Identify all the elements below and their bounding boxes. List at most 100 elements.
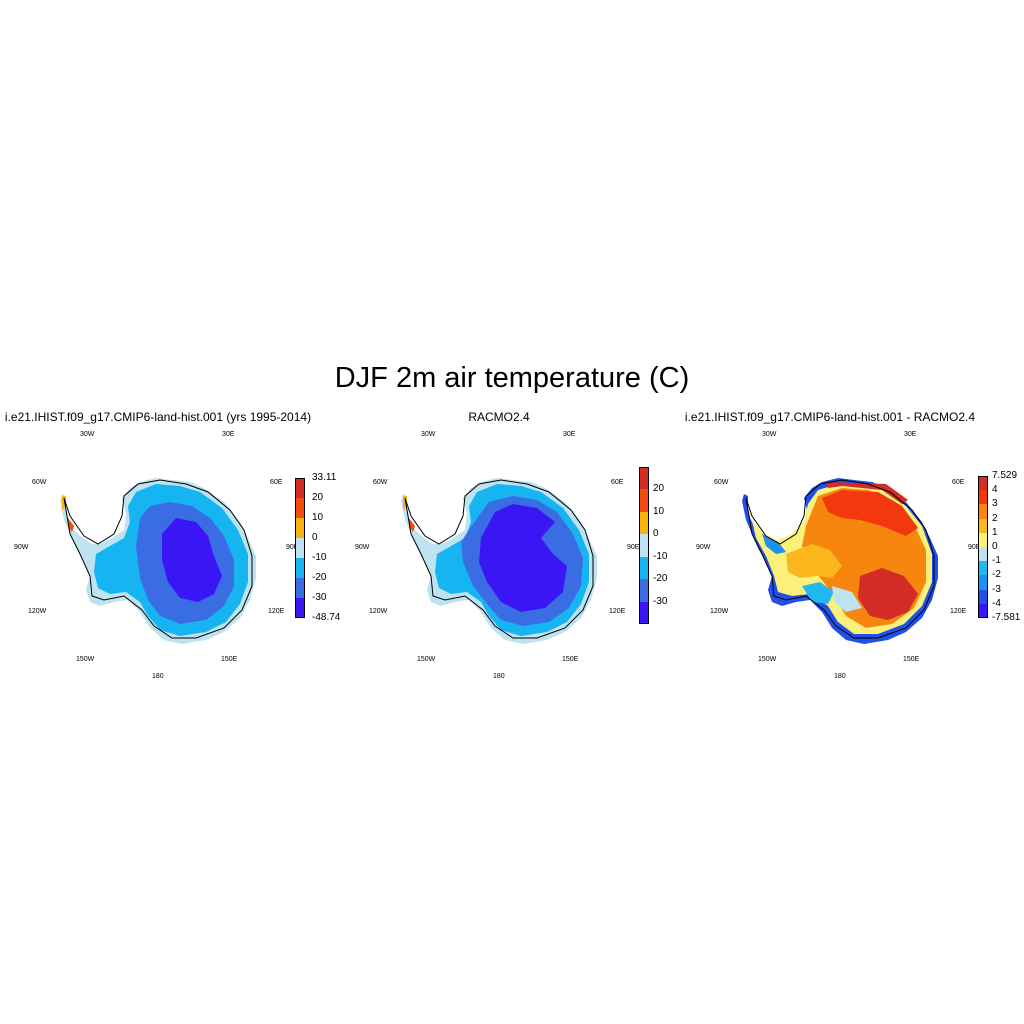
- colorbar-tick-label: 20: [653, 483, 665, 495]
- lon-label: 180: [152, 673, 164, 680]
- colorbar-swatch: [639, 467, 649, 490]
- lon-label: 60E: [270, 479, 283, 486]
- colorbar-swatch: [295, 578, 305, 598]
- lon-label: 90E: [968, 544, 981, 551]
- lon-label: 30W: [421, 431, 436, 438]
- lon-label: 150W: [758, 656, 777, 663]
- colorbar-tick-label: -10: [312, 552, 327, 563]
- lon-label: 150W: [76, 656, 95, 663]
- lon-label: 150W: [417, 656, 436, 663]
- antarctica-map: 30W 30E 60W 60E 90W 90E 120W 120E 150W 1…: [696, 431, 981, 680]
- colorbar-tick-label: -3: [992, 583, 1001, 595]
- colorbar-swatch: [978, 561, 988, 576]
- continent-field: [401, 478, 597, 644]
- lon-label: 60E: [952, 479, 965, 486]
- colorbar-tick-label: 2: [992, 512, 998, 524]
- colorbar-tick-label: -10: [653, 550, 668, 562]
- colorbar-tick-label: 0: [312, 532, 318, 543]
- colorbar-swatch: [978, 575, 988, 590]
- longitude-labels: 30W 30E 60W 60E 90W 90E 120W 120E 150W 1…: [14, 431, 299, 680]
- panel-title: i.e21.IHIST.f09_g17.CMIP6-land-hist.001 …: [4, 410, 312, 424]
- lon-label: 30E: [222, 431, 235, 438]
- colorbar-tick-label: 10: [653, 505, 665, 517]
- colorbar-tick-label: 7.529: [992, 470, 1018, 481]
- lon-label: 120W: [28, 608, 47, 615]
- colorbar-swatch: [295, 478, 305, 498]
- lon-label: 150E: [562, 656, 579, 663]
- colorbar-swatch: [639, 579, 649, 602]
- colorbar-tick-label: 3: [992, 498, 998, 510]
- panel-model: i.e21.IHIST.f09_g17.CMIP6-land-hist.001 …: [0, 410, 342, 690]
- lon-label: 150E: [903, 656, 920, 663]
- colorbar-tick-label: -1: [992, 555, 1001, 567]
- panel-title: RACMO2.4: [468, 410, 530, 424]
- colorbar-swatch: [978, 547, 988, 562]
- continent-field: [60, 478, 256, 644]
- lon-label: 90W: [14, 544, 29, 551]
- colorbar-swatch: [978, 532, 988, 547]
- colorbar-tick-label: -7.581: [992, 612, 1021, 623]
- colorbar-swatch: [639, 511, 649, 535]
- panel-difference: i.e21.IHIST.f09_g17.CMIP6-land-hist.001 …: [682, 410, 1024, 690]
- colorbar-tick-label: 4: [992, 484, 998, 496]
- colorbar-tick-label: -30: [653, 595, 668, 607]
- colorbar-swatch: [978, 504, 988, 519]
- colorbar-tick-label: 1: [992, 526, 998, 538]
- lon-label: 120W: [369, 608, 388, 615]
- coastline: [404, 479, 594, 639]
- antarctica-map: 30W 30E 60W 60E 90W 90E 120W 120E 150W 1…: [355, 431, 640, 680]
- lon-label: 90E: [286, 544, 299, 551]
- colorbar-tick-label: -20: [312, 572, 327, 583]
- lon-label: 90W: [355, 544, 370, 551]
- colorbar-swatch: [639, 534, 649, 557]
- colorbar-swatch: [295, 598, 305, 618]
- colorbar-swatch: [295, 498, 305, 518]
- colorbar-tick-label: -30: [312, 592, 327, 603]
- colorbar-tick-label: -48.74: [312, 612, 341, 623]
- colorbar-swatch: [639, 601, 649, 624]
- lon-label: 60W: [714, 479, 729, 486]
- lon-label: 90W: [696, 544, 711, 551]
- antarctica-map: 30W 30E 60W 60E 90W 90E 120W 120E 150W 1…: [14, 431, 299, 680]
- colorbar-swatch: [639, 489, 649, 512]
- continent-field: [742, 478, 938, 644]
- lon-label: 90E: [627, 544, 640, 551]
- colorbar-tick-label: 0: [653, 528, 659, 540]
- figure-title: DJF 2m air temperature (C): [334, 362, 690, 394]
- lon-label: 150E: [221, 656, 238, 663]
- colorbar-tick-label: 10: [312, 512, 324, 523]
- colorbar-swatch: [295, 538, 305, 558]
- lon-label: 120E: [609, 608, 626, 615]
- lon-label: 120E: [268, 608, 285, 615]
- colorbar-swatch: [978, 589, 988, 604]
- colorbar-tick-label: -4: [992, 597, 1001, 609]
- lon-label: 60E: [611, 479, 624, 486]
- lon-label: 120E: [950, 608, 967, 615]
- colorbar-tick-label: -2: [992, 569, 1001, 581]
- colorbar-tick-label: 33.11: [312, 472, 337, 483]
- coastline: [63, 479, 253, 639]
- lon-label: 30E: [904, 431, 917, 438]
- lon-label: 180: [493, 673, 505, 680]
- colorbar-swatch: [978, 490, 988, 505]
- lon-label: 30W: [80, 431, 95, 438]
- longitude-labels: 30W 30E 60W 60E 90W 90E 120W 120E 150W 1…: [696, 431, 981, 680]
- colorbar-swatch: [295, 558, 305, 578]
- colorbar-tick-label: 20: [312, 492, 324, 503]
- lon-label: 60W: [32, 479, 47, 486]
- colorbar-tick-label: -20: [653, 573, 668, 585]
- colorbar-swatch: [978, 476, 988, 491]
- colorbar-swatch: [295, 518, 305, 538]
- panel-title: i.e21.IHIST.f09_g17.CMIP6-land-hist.001 …: [684, 410, 976, 424]
- lon-label: 120W: [710, 608, 729, 615]
- longitude-labels: 30W 30E 60W 60E 90W 90E 120W 120E 150W 1…: [355, 431, 640, 680]
- colorbar-tick-label: 0: [992, 541, 998, 552]
- lon-label: 30W: [762, 431, 777, 438]
- colorbar-swatch: [978, 603, 988, 618]
- colorbar-swatch: [978, 518, 988, 533]
- colorbar-swatch: [639, 556, 649, 580]
- lon-label: 180: [834, 673, 846, 680]
- coastline: [745, 479, 935, 639]
- panel-racmo: RACMO2.4 30W 30E 60W 60E 90W 90E 120W 12…: [341, 410, 683, 690]
